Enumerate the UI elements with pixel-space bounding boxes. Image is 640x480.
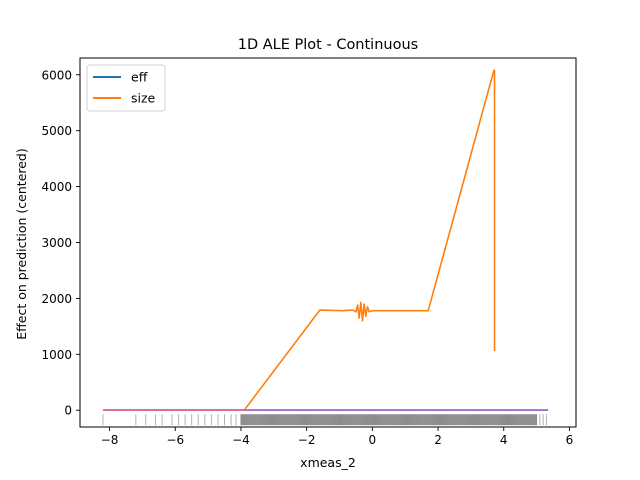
x-tick-label: −8 bbox=[101, 433, 119, 447]
y-axis-label: Effect on prediction (centered) bbox=[14, 148, 29, 340]
y-tick-label: 0 bbox=[64, 404, 72, 418]
legend-label-eff: eff bbox=[131, 70, 148, 85]
y-tick-label: 1000 bbox=[41, 348, 72, 362]
plot-frame bbox=[79, 57, 577, 428]
series-line-size bbox=[103, 69, 496, 412]
x-tick-label: −4 bbox=[232, 433, 250, 447]
x-axis-label: xmeas_2 bbox=[300, 455, 356, 470]
y-tick-label: 6000 bbox=[41, 68, 72, 82]
x-tick-label: −6 bbox=[166, 433, 184, 447]
plot-marks bbox=[102, 69, 549, 426]
x-tick-label: 6 bbox=[566, 433, 574, 447]
x-tick-label: −2 bbox=[298, 433, 316, 447]
x-tick-label: 2 bbox=[434, 433, 442, 447]
legend: eff size bbox=[86, 64, 166, 112]
y-tick-label: 4000 bbox=[41, 180, 72, 194]
legend-label-size: size bbox=[131, 91, 156, 106]
x-tick-label: 4 bbox=[500, 433, 508, 447]
y-tick-label: 2000 bbox=[41, 292, 72, 306]
y-axis-ticks: 0 1000 2000 3000 4000 5000 6000 bbox=[41, 68, 80, 418]
y-tick-label: 5000 bbox=[41, 124, 72, 138]
x-tick-label: 0 bbox=[369, 433, 377, 447]
y-tick-label: 3000 bbox=[41, 236, 72, 250]
chart-title: 1D ALE Plot - Continuous bbox=[238, 37, 418, 53]
x-axis-ticks: −8 −6 −4 −2 0 2 4 6 bbox=[101, 427, 574, 447]
rug-marks bbox=[102, 414, 547, 426]
